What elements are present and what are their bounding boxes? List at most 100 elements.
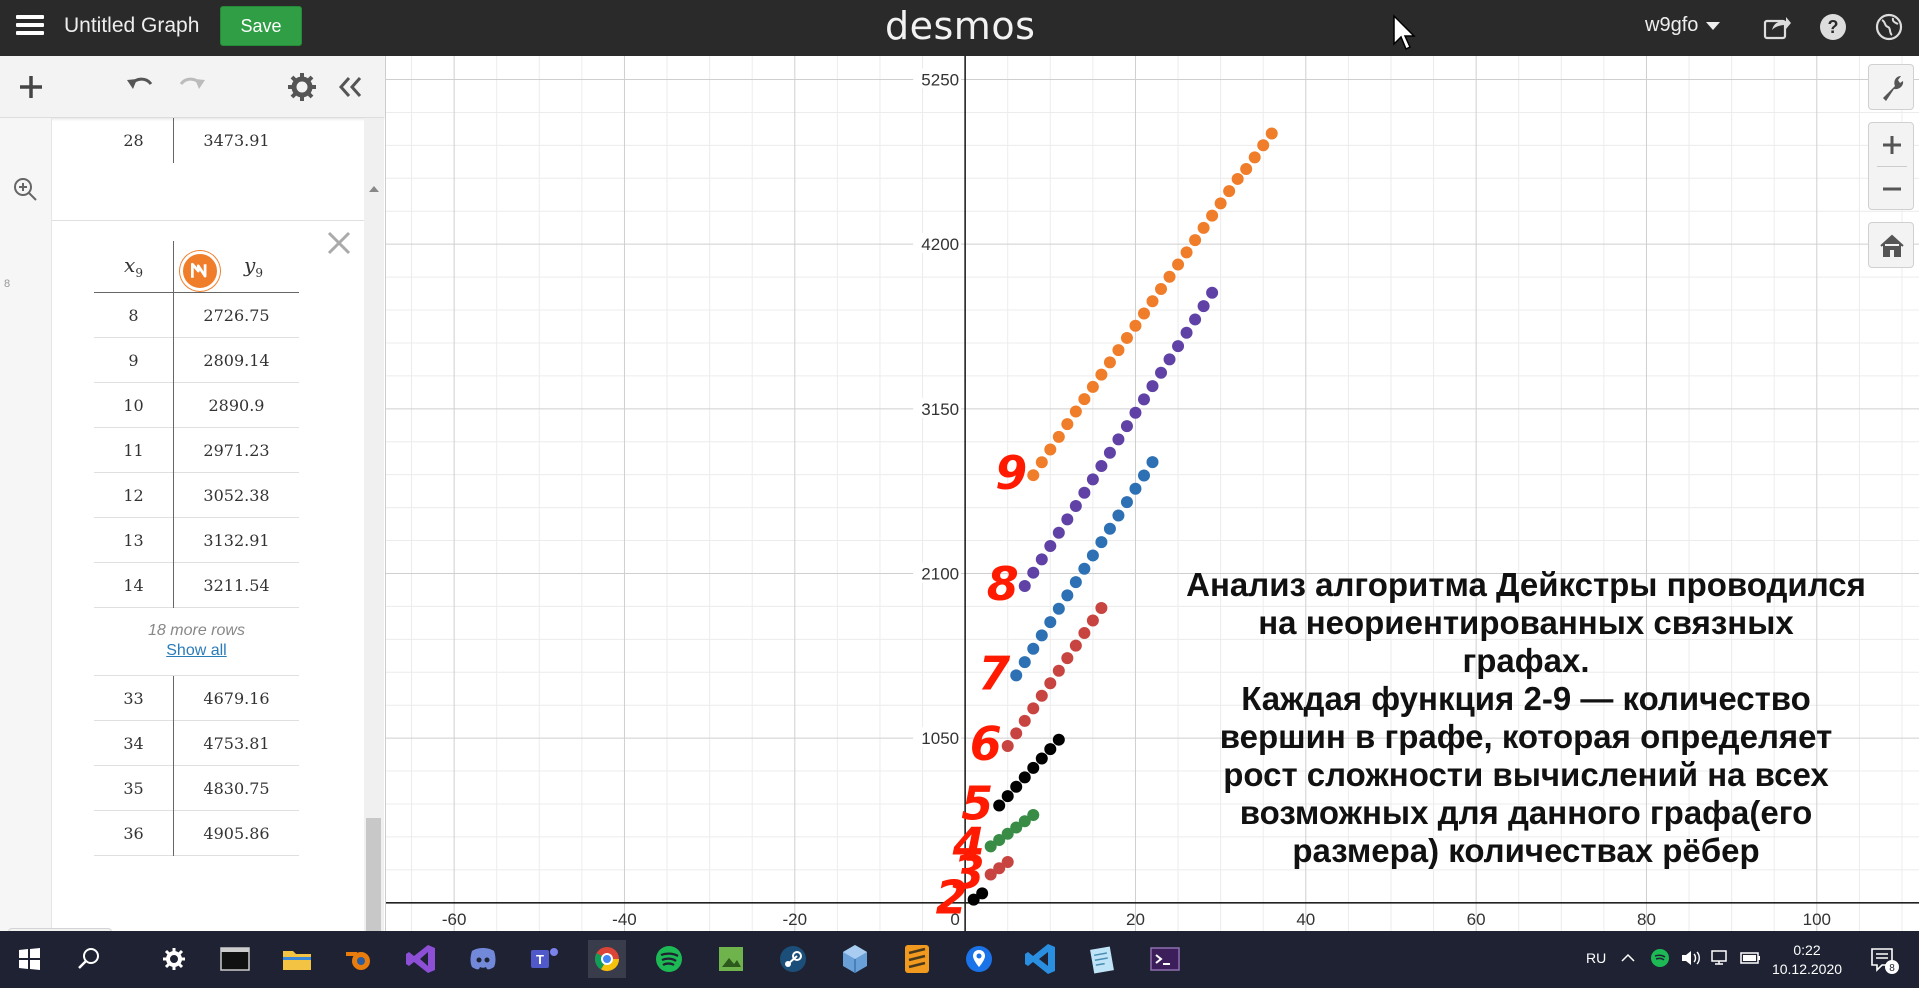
y-cell[interactable]: 3052.38	[203, 486, 270, 505]
zoom-in-icon[interactable]	[1869, 123, 1915, 167]
visual-studio-icon[interactable]	[402, 940, 440, 978]
x-cell[interactable]: 34	[94, 721, 174, 766]
x-cell[interactable]: 9	[94, 338, 174, 383]
menu-icon[interactable]	[14, 12, 46, 44]
input-language[interactable]: RU	[1586, 950, 1607, 966]
y-cell[interactable]: 3473.91	[203, 131, 270, 150]
table-row[interactable]: 34 4753.81	[94, 721, 299, 766]
zoom-fit-icon[interactable]	[12, 176, 38, 202]
x-cell[interactable]: 28	[94, 118, 174, 163]
spotify-icon[interactable]	[650, 940, 688, 978]
x-cell[interactable]: 35	[94, 766, 174, 811]
x-cell[interactable]: 8	[94, 293, 174, 338]
table-row[interactable]: 11 2971.23	[94, 428, 299, 473]
show-all-link[interactable]: Show all	[166, 642, 227, 659]
table-row[interactable]: 8 2726.75	[94, 293, 299, 338]
add-icon[interactable]	[14, 70, 48, 104]
table-row[interactable]: 10 2890.9	[94, 383, 299, 428]
image-editor-icon[interactable]	[712, 940, 750, 978]
undo-icon[interactable]	[124, 70, 158, 104]
search-icon[interactable]	[70, 940, 108, 978]
help-icon[interactable]: ?	[1818, 12, 1848, 42]
data-point	[1052, 733, 1065, 746]
y-cell[interactable]: 4830.75	[203, 779, 270, 798]
x-cell[interactable]: 11	[94, 428, 174, 473]
zoom-out-icon[interactable]	[1869, 167, 1915, 211]
y-cell[interactable]: 2971.23	[203, 441, 270, 460]
windows-start-icon[interactable]	[10, 940, 48, 978]
y-cell[interactable]: 3132.91	[203, 531, 270, 550]
y-cell[interactable]: 2809.14	[203, 351, 270, 370]
terminal-app-icon[interactable]	[216, 940, 254, 978]
volume-icon[interactable]	[1680, 948, 1702, 968]
x-cell[interactable]: 13	[94, 518, 174, 563]
default-viewport-button[interactable]	[1868, 222, 1914, 268]
y-cell[interactable]: 4905.86	[203, 824, 270, 843]
data-point	[1180, 326, 1193, 339]
table-row[interactable]: 28 3473.91	[94, 118, 299, 163]
redo-icon[interactable]	[174, 70, 208, 104]
sublime-text-icon[interactable]	[898, 940, 936, 978]
scroll-up-icon[interactable]	[369, 186, 379, 192]
graph-settings-button[interactable]	[1868, 64, 1914, 110]
x-cell[interactable]: 14	[94, 563, 174, 608]
data-point	[993, 834, 1006, 847]
x-cell[interactable]: 33	[94, 676, 174, 721]
battery-icon[interactable]	[1740, 950, 1762, 966]
close-icon[interactable]	[324, 228, 354, 258]
panel-scrollbar[interactable]	[364, 118, 384, 931]
data-point	[1086, 614, 1099, 627]
graph-paper[interactable]: -60 -40 -20 0 20 40 60 80 100 1050 2100 3150 4200 525…	[386, 56, 1919, 931]
series-style-icon[interactable]	[180, 251, 220, 291]
y-column-header[interactable]: y9	[244, 253, 263, 280]
user-menu[interactable]: w9gfo	[1645, 14, 1721, 37]
collapse-panel-icon[interactable]	[334, 70, 368, 104]
table-row[interactable]: 36 4905.86	[94, 811, 299, 856]
data-point	[1189, 313, 1202, 326]
x-cell[interactable]: 36	[94, 811, 174, 856]
share-icon[interactable]	[1762, 12, 1792, 42]
tray-expand-icon[interactable]	[1620, 950, 1636, 966]
y-cell[interactable]: 3211.54	[203, 576, 270, 595]
scroll-thumb[interactable]	[366, 818, 381, 931]
powershell-icon[interactable]	[1146, 940, 1184, 978]
y-cell[interactable]: 2726.75	[203, 306, 270, 325]
x-cell[interactable]: 10	[94, 383, 174, 428]
teams-icon[interactable]: T	[526, 940, 564, 978]
y-cell[interactable]: 4753.81	[203, 734, 270, 753]
clock[interactable]: 0:22 10.12.2020	[1762, 941, 1852, 979]
maps-icon[interactable]	[960, 940, 998, 978]
graph-canvas[interactable]: -60 -40 -20 0 20 40 60 80 1001050210031504200525…	[386, 56, 1919, 931]
notifications-icon[interactable]: 8	[1868, 945, 1900, 975]
settings-app-icon[interactable]	[155, 940, 193, 978]
x-cell[interactable]: 12	[94, 473, 174, 518]
notepad-icon[interactable]	[1084, 940, 1122, 978]
settings-gear-icon[interactable]	[285, 70, 319, 104]
table-row[interactable]: 12 3052.38	[94, 473, 299, 518]
data-point	[1120, 496, 1133, 509]
cube-app-icon[interactable]	[836, 940, 874, 978]
blender-icon[interactable]	[340, 940, 378, 978]
spotify-tray-icon[interactable]	[1650, 948, 1670, 968]
zoom-controls	[1868, 122, 1914, 210]
y-cell[interactable]: 2890.9	[208, 396, 265, 415]
y-cell[interactable]: 4679.16	[203, 689, 270, 708]
data-point	[984, 868, 997, 881]
table-row[interactable]: 9 2809.14	[94, 338, 299, 383]
graph-title[interactable]: Untitled Graph	[64, 14, 200, 37]
network-icon[interactable]	[1710, 948, 1732, 968]
table-row[interactable]: 35 4830.75	[94, 766, 299, 811]
table-row[interactable]: 14 3211.54	[94, 563, 299, 608]
table-row[interactable]: 13 3132.91	[94, 518, 299, 563]
steam-icon[interactable]	[774, 940, 812, 978]
chrome-icon[interactable]	[588, 940, 626, 978]
globe-icon[interactable]	[1874, 12, 1904, 42]
discord-icon[interactable]	[464, 940, 502, 978]
file-explorer-icon[interactable]	[278, 940, 316, 978]
vscode-icon[interactable]	[1022, 940, 1060, 978]
table-row[interactable]: 33 4679.16	[94, 676, 299, 721]
save-button[interactable]: Save	[220, 6, 302, 46]
x-column-header[interactable]: x9	[94, 241, 174, 293]
data-point	[984, 840, 997, 853]
keyboard-toggle-button[interactable]	[8, 928, 112, 931]
